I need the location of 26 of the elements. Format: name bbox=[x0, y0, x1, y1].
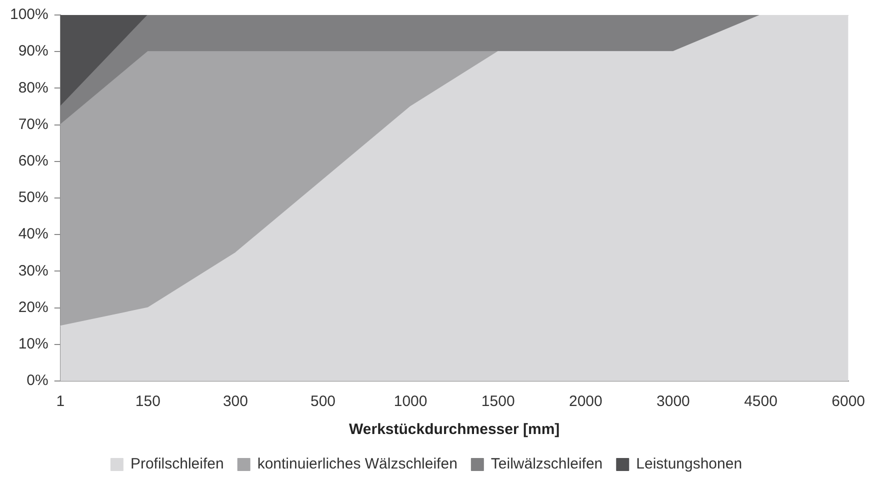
x-tick-label: 300 bbox=[222, 393, 248, 410]
y-tick-label: 60% bbox=[18, 152, 48, 170]
x-tick-label: 500 bbox=[310, 393, 336, 410]
x-tick-label: 150 bbox=[135, 393, 160, 410]
y-tick-label: 0% bbox=[26, 372, 48, 390]
x-tick-label: 1500 bbox=[481, 393, 515, 410]
x-axis-title: Werkstückdurchmesser [mm] bbox=[349, 421, 560, 438]
y-tick-label: 90% bbox=[18, 42, 48, 60]
legend-label: kontinuierliches Wälzschleifen bbox=[257, 456, 458, 473]
y-tick-label: 100% bbox=[10, 6, 48, 24]
y-tick-label: 70% bbox=[18, 116, 48, 133]
x-tick-label: 1 bbox=[56, 393, 65, 410]
y-tick-label: 40% bbox=[18, 226, 48, 243]
legend-label: Profilschleifen bbox=[130, 456, 224, 473]
x-tick-label: 6000 bbox=[832, 393, 866, 410]
x-tick-label: 2000 bbox=[568, 393, 602, 410]
x-tick-label: 1000 bbox=[394, 393, 428, 410]
legend-label: Teilwälzschleifen bbox=[490, 456, 603, 473]
y-tick-label: 20% bbox=[18, 298, 48, 316]
y-tick-label: 10% bbox=[18, 336, 48, 353]
y-tick-label: 80% bbox=[18, 79, 48, 96]
x-tick-label: 4500 bbox=[744, 393, 778, 410]
y-tick-label: 50% bbox=[18, 189, 48, 206]
legend-label: Leistungshonen bbox=[636, 456, 742, 473]
x-tick-label: 3000 bbox=[656, 393, 690, 410]
y-tick-label: 30% bbox=[18, 262, 48, 280]
